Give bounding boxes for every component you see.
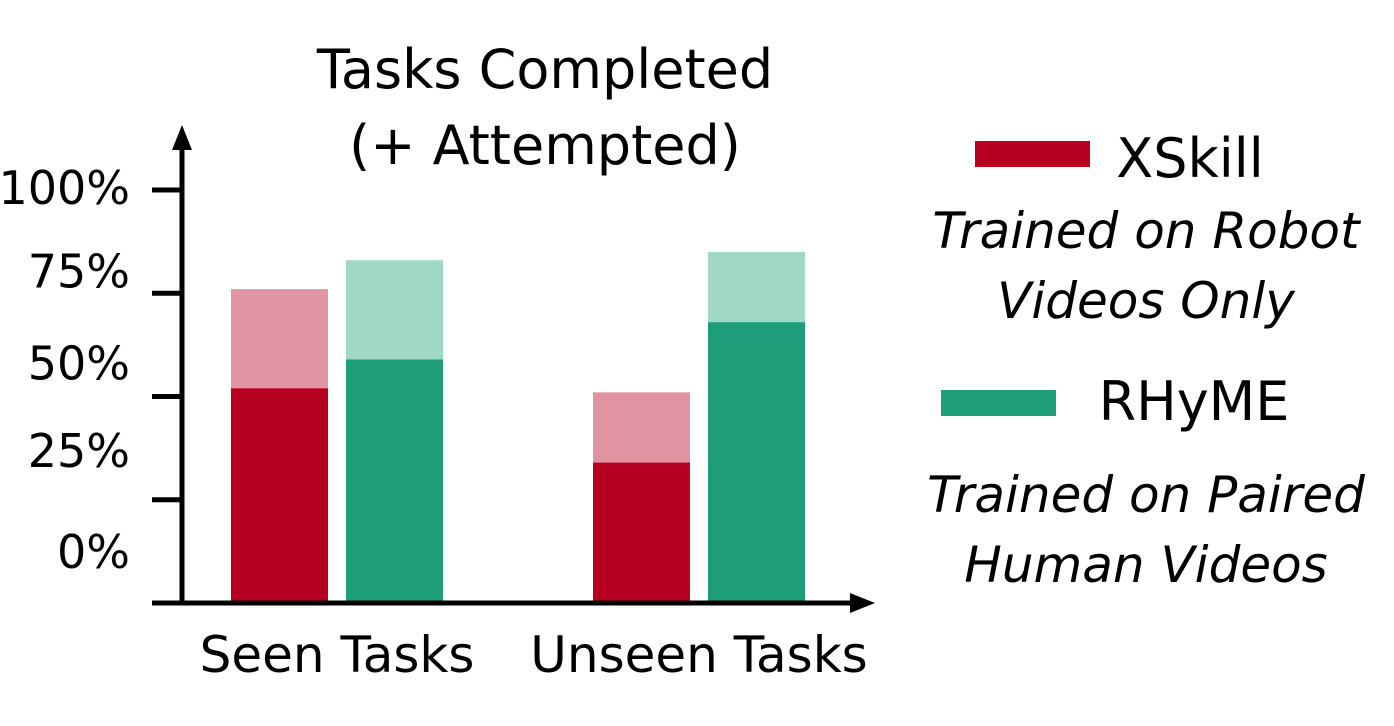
legend-swatch-rhyme [941,390,1056,416]
legend-description-line: Human Videos [964,536,1327,594]
bar-attempted-rhyme-1 [346,260,443,360]
legend-label-xskill: XSkill [1116,127,1264,190]
chart-title: Tasks Completed (+ Attempted) [316,38,773,177]
bar-attempted-xskill-2 [593,392,690,463]
axes-group [152,125,875,613]
chart-title-line-2: (+ Attempted) [349,114,741,177]
x-categories-group: Seen Tasks Unseen Tasks [200,626,868,684]
y-tick-label: 0% [57,525,130,579]
bar-completed-xskill-2 [593,462,690,603]
y-axis-arrow-icon [172,125,192,150]
x-axis-arrow-icon [850,593,875,613]
legend-label-rhyme: RHyME [1099,370,1290,433]
bar-completed-xskill-1 [231,388,328,603]
bar-attempted-xskill-1 [231,289,328,389]
legend-description-line: Trained on Paired [927,466,1365,524]
bar-completed-rhyme-2 [708,322,805,603]
legend-description-line: Trained on Robot [932,202,1362,260]
x-category-label: Unseen Tasks [530,626,867,684]
y-ticks-group: 0% 25% 50% 75% 100% [0,161,182,579]
legend-description-line: Videos Only [997,272,1296,330]
bar-attempted-rhyme-2 [708,251,805,323]
legend: XSkill Trained on Robot Videos Only RHyME Tr… [927,127,1365,594]
y-tick-label: 25% [28,424,130,478]
chart-title-line-1: Tasks Completed [316,38,773,101]
y-tick-label: 50% [28,337,130,391]
bars-group [231,251,805,603]
legend-swatch-xskill [975,141,1090,167]
x-category-label: Seen Tasks [200,626,475,684]
y-tick-label: 75% [28,244,130,298]
y-tick-label: 100% [0,161,130,215]
bar-completed-rhyme-1 [346,359,443,603]
